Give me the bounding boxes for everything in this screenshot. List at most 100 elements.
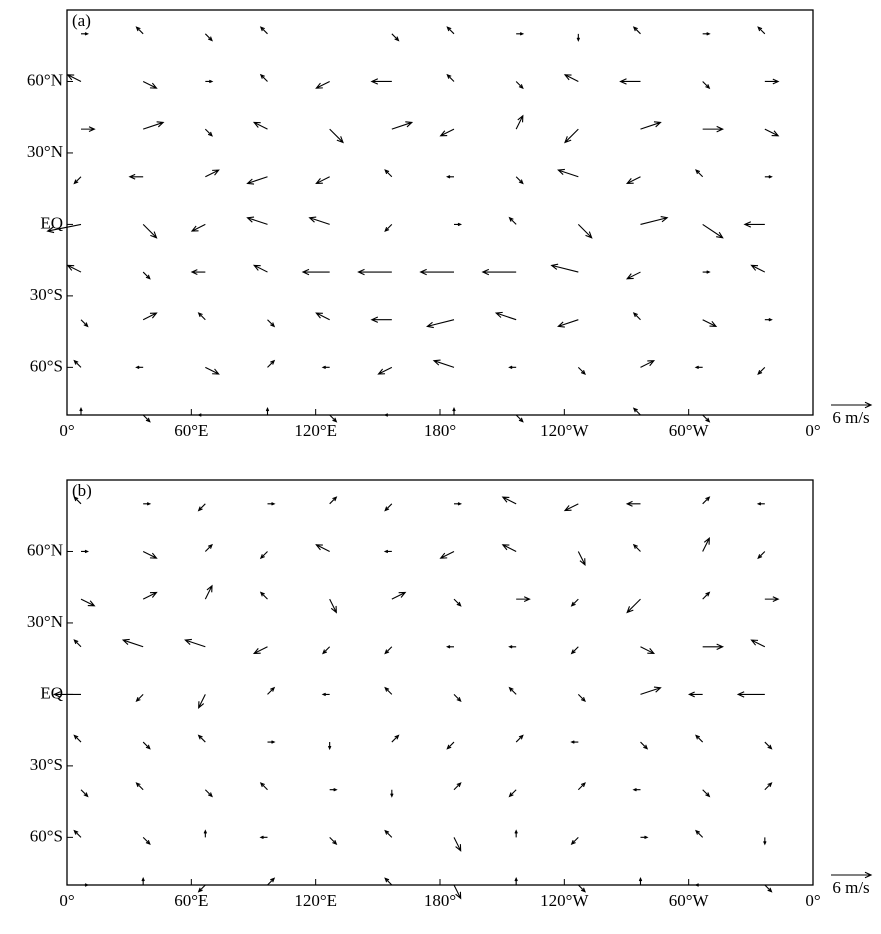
wind-vector: [198, 694, 206, 709]
wind-vector: [321, 365, 330, 370]
wind-vector: [267, 686, 276, 695]
wind-vector: [321, 692, 330, 697]
wind-vector: [204, 128, 213, 137]
wind-vector: [515, 176, 524, 185]
wind-vector: [501, 544, 517, 552]
wind-vector: [640, 360, 656, 368]
wind-vector: [66, 264, 82, 273]
wind-vector: [66, 74, 82, 82]
wind-vector: [557, 168, 579, 178]
wind-vector: [135, 365, 144, 370]
wind-vector: [577, 366, 586, 375]
reference-label: 6 m/s: [832, 878, 869, 897]
wind-vector: [357, 268, 392, 276]
panel-label: (b): [72, 481, 92, 500]
wind-vector: [625, 500, 641, 507]
wind-vector: [632, 26, 641, 35]
wind-vector: [638, 876, 643, 885]
wind-vector: [80, 319, 89, 328]
y-tick-label: 60°N: [27, 540, 63, 559]
wind-vector: [391, 734, 400, 743]
wind-vector: [563, 503, 579, 512]
wind-vector: [252, 646, 268, 655]
wind-vector: [390, 789, 394, 798]
wind-vector: [329, 496, 338, 505]
x-tick-label: 0°: [59, 891, 74, 910]
wind-vector: [632, 312, 641, 321]
x-tick-label: 120°W: [540, 891, 589, 910]
wind-vector: [370, 78, 392, 85]
wind-vector: [743, 221, 765, 228]
wind-vector: [702, 319, 718, 327]
wind-vector: [640, 686, 662, 695]
wind-vector: [142, 414, 151, 423]
wind-vector: [446, 73, 455, 82]
wind-vector: [267, 359, 276, 368]
wind-vector: [190, 269, 206, 275]
wind-vector: [632, 407, 641, 416]
panel: (b) 0° 60°E 120°E 180° 120°W 60°W 0° 60°N 30°N EQ 3…: [27, 479, 873, 910]
wind-vector: [384, 224, 393, 233]
reference-vector: [831, 871, 873, 879]
wind-vector: [453, 884, 462, 900]
wind-vector: [695, 734, 704, 743]
wind-vector: [445, 175, 454, 179]
wind-vector: [452, 406, 456, 415]
wind-vector: [577, 224, 593, 239]
wind-vector: [619, 78, 641, 85]
wind-vector: [81, 126, 96, 133]
wind-vector: [632, 543, 641, 552]
wind-vector: [764, 128, 780, 137]
wind-vector: [259, 591, 268, 600]
wind-vector: [384, 829, 393, 838]
wind-vector: [267, 502, 276, 506]
wind-vector: [46, 223, 82, 234]
y-tick-label: 30°N: [27, 142, 63, 161]
wind-vector: [570, 740, 579, 744]
wind-vector: [454, 502, 463, 506]
wind-vector: [763, 837, 767, 846]
wind-vector: [702, 270, 711, 274]
wind-vector: [142, 80, 158, 89]
y-tick-label: 60°S: [30, 356, 63, 375]
wind-vector: [197, 312, 206, 321]
wind-vector: [73, 496, 82, 505]
wind-vector: [446, 741, 455, 750]
wind-vector: [514, 876, 518, 885]
wind-vector: [142, 271, 151, 280]
panel: (a) 0° 60°E 120°E 180° 120°W 60°W 0° 60°N 30°N EQ 3…: [27, 9, 873, 440]
wind-vector: [577, 782, 586, 791]
wind-vector: [702, 81, 711, 90]
wind-vector: [315, 176, 330, 185]
wind-vector: [702, 591, 711, 600]
wind-vector: [204, 584, 213, 600]
x-tick-label: 60°W: [669, 891, 710, 910]
wind-vector: [265, 406, 270, 415]
wind-vector: [576, 33, 581, 42]
wind-vector: [764, 318, 773, 322]
wind-vector: [81, 549, 90, 554]
wind-vector: [205, 79, 214, 84]
y-tick-label: EQ: [40, 213, 63, 232]
x-tick-label: 120°E: [294, 421, 337, 440]
wind-vector: [577, 884, 586, 893]
wind-vector: [445, 645, 454, 649]
x-tick-label: 120°E: [294, 891, 337, 910]
wind-vector: [640, 835, 649, 840]
wind-vector: [329, 836, 338, 845]
wind-vector: [73, 829, 82, 838]
wind-vector: [557, 319, 579, 328]
wind-vector: [190, 223, 206, 232]
wind-vector: [327, 742, 332, 751]
wind-vector: [439, 550, 455, 559]
wind-vector: [329, 598, 337, 614]
x-tick-label: 0°: [805, 891, 820, 910]
wind-vector: [259, 551, 268, 560]
wind-vector: [426, 319, 455, 329]
wind-vector: [702, 125, 725, 133]
wind-vector: [570, 836, 579, 845]
wind-vector: [757, 26, 766, 35]
wind-vector: [453, 694, 462, 703]
wind-vector: [516, 596, 531, 603]
wind-vector: [764, 78, 780, 85]
